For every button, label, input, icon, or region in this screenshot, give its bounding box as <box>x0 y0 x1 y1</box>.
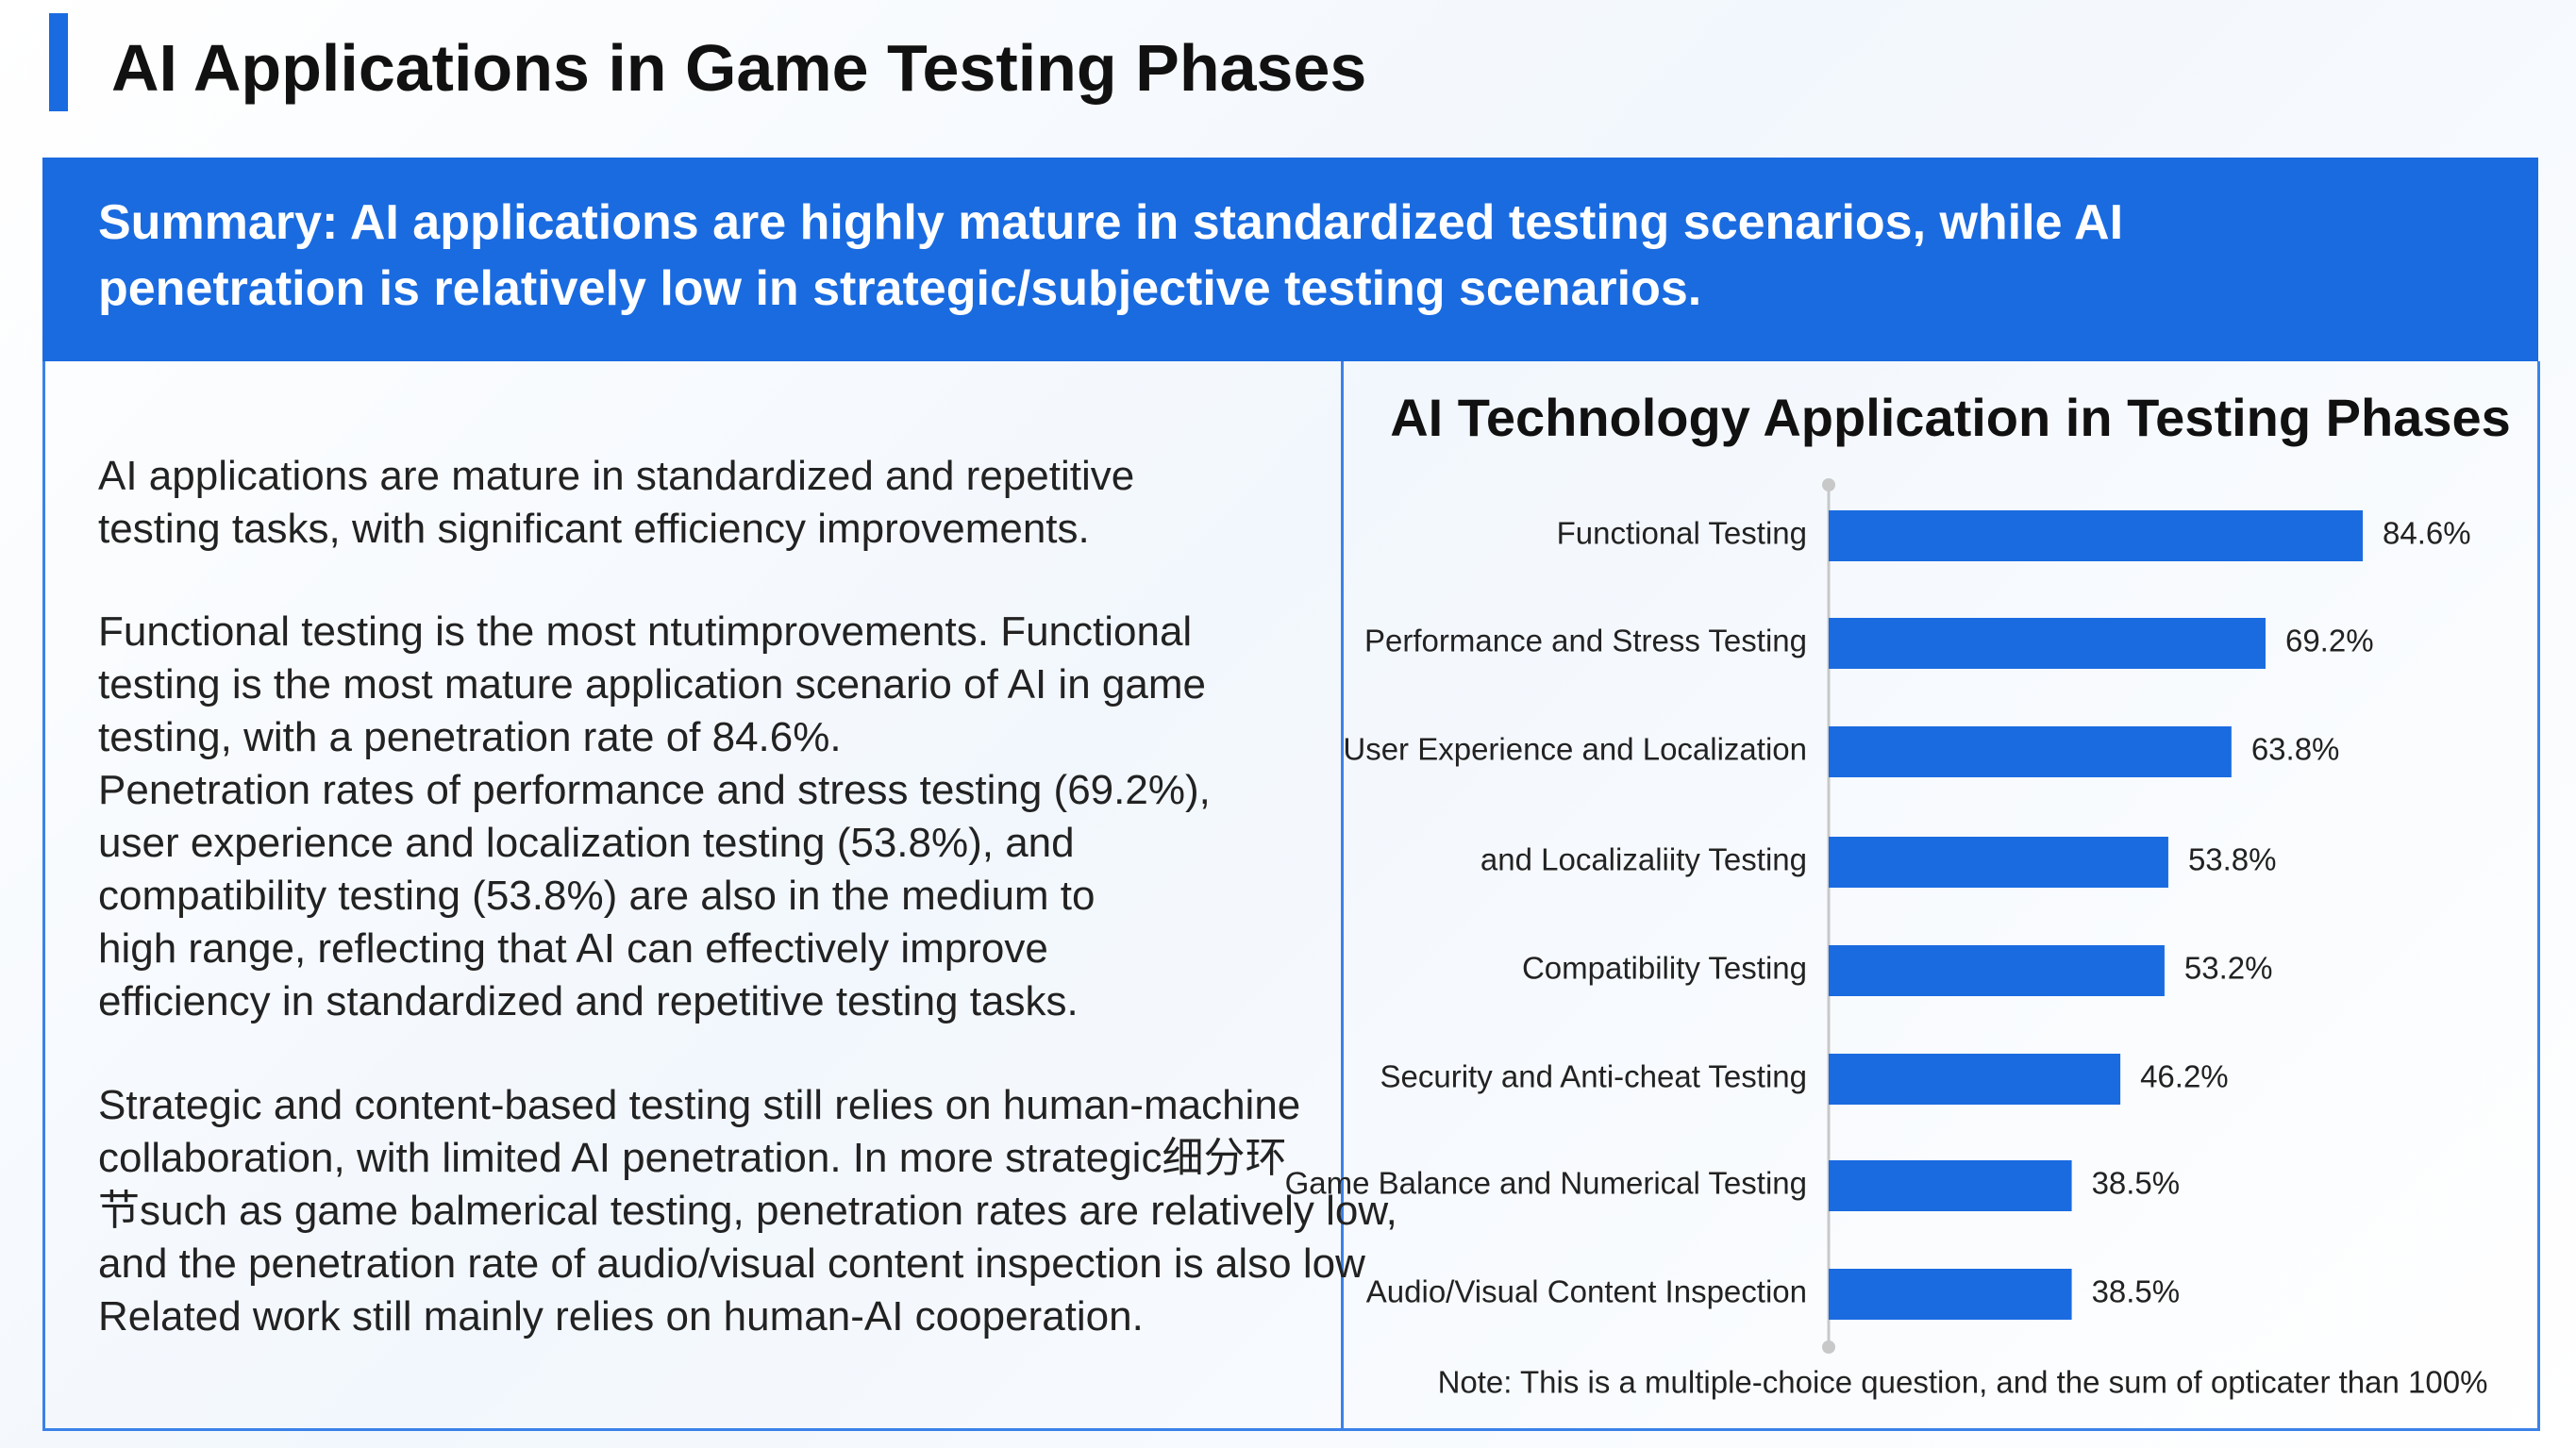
paragraph-line: high range, reflecting that AI can effec… <box>98 925 1048 972</box>
value-label: 84.6% <box>2383 516 2471 551</box>
category-label: Performance and Stress Testing <box>1364 624 1807 658</box>
paragraph-line: AI applications are mature in standardiz… <box>98 453 1135 499</box>
bar <box>1829 837 2168 888</box>
bar <box>1829 945 2165 996</box>
paragraph-line: Strategic and content-based testing stil… <box>98 1082 1301 1128</box>
value-label: 38.5% <box>2092 1274 2181 1309</box>
page-title: AI Applications in Game Testing Phases <box>111 31 1367 105</box>
value-label: 53.2% <box>2184 951 2273 986</box>
paragraph-line: Related work still mainly relies on huma… <box>98 1293 1144 1340</box>
summary-text: Summary: AI applications are highly matu… <box>98 190 2457 322</box>
category-label: Security and Anti-cheat Testing <box>1380 1059 1808 1094</box>
axis-dot <box>1822 1340 1835 1354</box>
paragraph-line: testing is the most mature application s… <box>98 661 1206 707</box>
paragraph-line: collaboration, with limited AI penetrati… <box>98 1135 1287 1181</box>
paragraph: Strategic and content-based testing stil… <box>98 1079 1397 1343</box>
bar <box>1829 1054 2121 1105</box>
summary-line: Summary: AI applications are highly matu… <box>98 195 2124 250</box>
category-label: Compatibility Testing <box>1522 951 1807 986</box>
category-label: User Experience and Localization <box>1343 732 1807 767</box>
paragraph-line: compatibility testing (53.8%) are also i… <box>98 873 1096 919</box>
title-accent <box>49 13 68 111</box>
paragraph-line: testing, with a penetration rate of 84.6… <box>98 714 842 760</box>
content-panel <box>42 361 2540 1431</box>
summary-line: penetration is relatively low in strateg… <box>98 261 1702 316</box>
paragraph-line: 节such as game balmerical testing, penetr… <box>98 1188 1397 1234</box>
paragraph-line: user experience and localization testing… <box>98 820 1075 866</box>
axis-dot <box>1822 478 1835 491</box>
value-label: 69.2% <box>2285 624 2374 658</box>
panel-divider <box>1341 361 1344 1431</box>
paragraph-line: and the penetration rate of audio/visual… <box>98 1240 1365 1287</box>
category-label: and Localizaliity Testing <box>1480 842 1807 877</box>
value-label: 46.2% <box>2140 1059 2229 1094</box>
paragraph: AI applications are mature in standardiz… <box>98 450 1134 556</box>
value-label: 53.8% <box>2188 842 2277 877</box>
paragraph-line: Penetration rates of performance and str… <box>98 767 1211 813</box>
summary-banner: Summary: AI applications are highly matu… <box>42 158 2538 361</box>
bar <box>1829 726 2232 777</box>
chart-note: Note: This is a multiple-choice question… <box>1438 1365 2488 1400</box>
category-label: Audio/Visual Content Inspection <box>1366 1274 1807 1309</box>
bar <box>1829 1160 2072 1211</box>
category-label: Functional Testing <box>1557 516 1807 551</box>
bar <box>1829 618 2266 669</box>
chart-title: AI Technology Application in Testing Pha… <box>1390 388 2511 447</box>
paragraph: Functional testing is the most ntutimpro… <box>98 606 1211 1028</box>
bar <box>1829 1269 2072 1320</box>
value-label: 38.5% <box>2092 1166 2181 1201</box>
bar <box>1829 510 2363 561</box>
paragraph-line: efficiency in standardized and repetitiv… <box>98 978 1079 1024</box>
paragraph-line: Functional testing is the most ntutimpro… <box>98 608 1193 655</box>
category-label: Game Balance and Numerical Testing <box>1285 1166 1807 1201</box>
paragraph-line: testing tasks, with significant efficien… <box>98 506 1090 552</box>
value-label: 63.8% <box>2251 732 2340 767</box>
